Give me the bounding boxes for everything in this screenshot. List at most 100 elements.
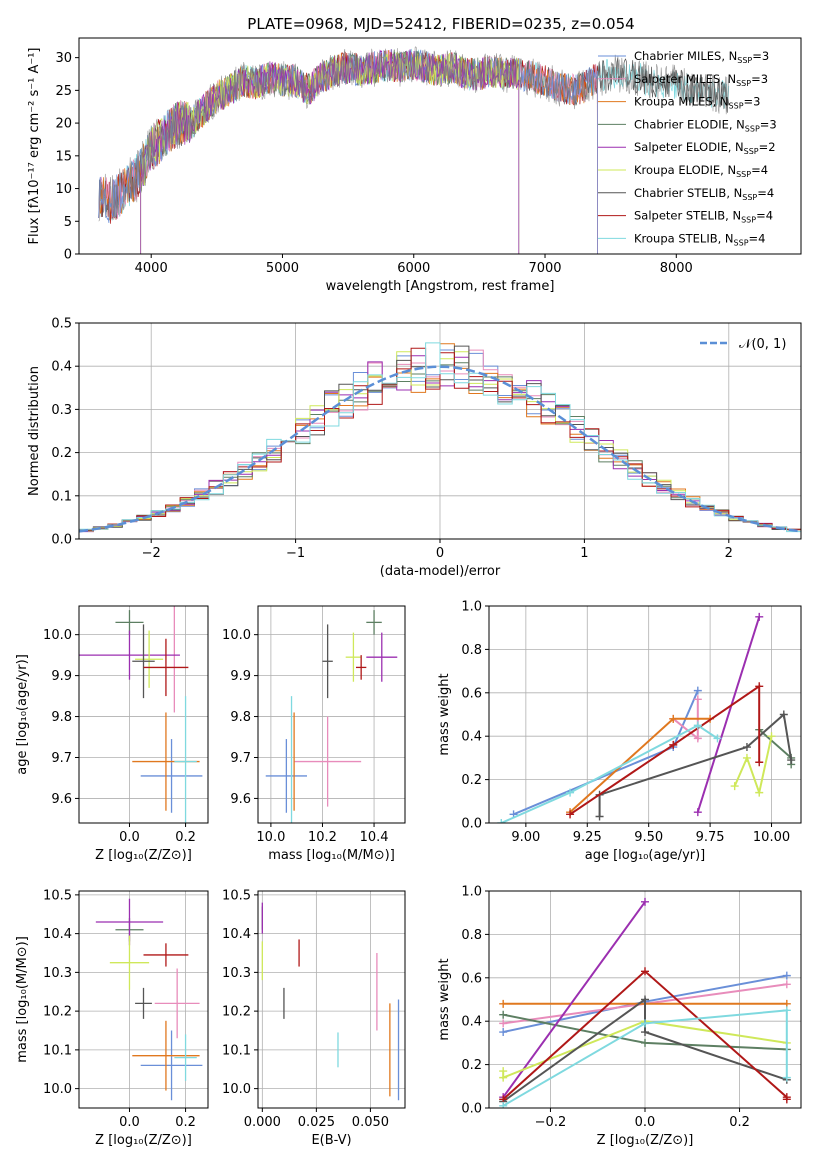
residuals-ytick-label: 0.2 [51, 446, 72, 461]
weight_vs_age-xlabel: age [log₁₀(age/yr)] [585, 848, 706, 863]
age_vs_Z-point-chabrier_stelib [132, 624, 155, 699]
residuals-xtick-label: −2 [142, 546, 161, 561]
weight_vs_Z-marker [782, 1073, 791, 1082]
legend-label: Kroupa ELODIE, NSSP=4 [634, 163, 768, 179]
mass_vs_ebv-xtick-label: 0.025 [298, 1115, 335, 1130]
age_vs_mass-ytick-label: 9.7 [230, 751, 251, 766]
mass_vs_Z-ytick-label: 10.3 [43, 966, 72, 981]
weight_vs_Z-marker [641, 1038, 649, 1047]
mass_vs_ebv-ytick-label: 10.0 [222, 1082, 251, 1097]
residuals-xtick-label: −1 [286, 546, 305, 561]
weight_vs_age-marker [693, 695, 702, 704]
weight_vs_age-marker [779, 710, 788, 719]
residual-histograms [79, 342, 801, 534]
age_vs_Z-xtick-label: 0.0 [119, 830, 140, 845]
mass_vs_Z-point-chabrier_stelib [135, 987, 152, 1019]
age_vs_mass-ytick-label: 10.0 [222, 628, 251, 643]
weight_vs_age-marker [755, 788, 764, 797]
spectrum-xtick-label: 7000 [528, 261, 561, 276]
weight_vs_age-marker [669, 740, 678, 749]
weight_vs_Z-ytick-label: 0.6 [461, 971, 482, 986]
weight_vs_Z-xtick-label: 0.2 [729, 1115, 750, 1130]
weight_vs_Z-frame [488, 890, 802, 1109]
weight_vs_Z-ytick-label: 0.8 [461, 928, 482, 943]
age_vs_mass-point-chabrier_stelib [322, 624, 333, 699]
age_vs_Z-errorbars [79, 606, 203, 823]
weight_vs_age-marker [693, 686, 702, 695]
weight_vs_age-xtick-label: 9.50 [634, 830, 663, 845]
age_vs_mass-xtick-label: 10.4 [360, 830, 389, 845]
spectrum-xtick-label: 8000 [660, 261, 693, 276]
weight_vs_Z-marker [782, 971, 791, 980]
weight_vs_Z-series-kroupa_stelib [502, 1009, 788, 1107]
weight_vs_age-xtick-label: 9.25 [573, 830, 602, 845]
residuals-ytick-label: 0.0 [51, 533, 72, 548]
mass_vs_Z-ytick-label: 10.1 [43, 1043, 72, 1058]
residuals-ytick-label: 0.1 [51, 489, 72, 504]
weight_vs_Z-marker [641, 967, 649, 976]
mass_vs_Z-xtick-label: 0.2 [175, 1115, 196, 1130]
mass_vs_Z-point-salpeter_miles [154, 968, 200, 1039]
legend-label: Chabrier STELIB, NSSP=4 [634, 186, 774, 202]
age_vs_mass-ytick-label: 9.6 [230, 792, 251, 807]
spectrum-xlabel: wavelength [Angstrom, rest frame] [326, 279, 555, 294]
legend-label-normal: 𝒩(0, 1) [739, 337, 786, 352]
age_vs_Z-ytick-label: 10.0 [43, 628, 72, 643]
legend-label: Kroupa STELIB, NSSP=4 [634, 231, 765, 247]
weight_vs_Z-marker [782, 1006, 791, 1015]
age_vs_mass-ytick-label: 9.9 [230, 669, 251, 684]
age_vs_mass-point-kroupa_elodie [345, 632, 362, 682]
weight_vs_age-marker [713, 734, 722, 743]
weight_vs_age-ytick-label: 0.2 [461, 773, 482, 788]
age_vs_Z-xlabel: Z [log₁₀(Z/Z⊙)] [95, 848, 192, 863]
weight_vs_age-series-salpeter_stelib [569, 684, 761, 816]
age_vs_Z-frame [78, 605, 209, 824]
weight_vs_age-marker [755, 612, 764, 621]
residuals-ytick-label: 0.3 [51, 403, 72, 418]
spectrum-ytick-label: 10 [55, 182, 72, 197]
mass_vs_Z-ytick-label: 10.0 [43, 1082, 72, 1097]
mass_vs_Z-ytick-label: 10.5 [43, 888, 72, 903]
mass_vs_Z-point-kroupa_stelib [174, 1034, 197, 1081]
mass_vs_Z-ytick-label: 10.4 [43, 927, 72, 942]
mass_vs_ebv-ytick-label: 10.5 [222, 888, 251, 903]
legend-label: Salpeter ELODIE, NSSP=2 [634, 140, 776, 156]
mass_vs_Z-ylabel: mass [log₁₀(M/M⊙)] [15, 936, 30, 1063]
weight_vs_age-series-salpeter_elodie [696, 616, 761, 813]
weight_vs_age-marker [693, 808, 702, 817]
mass_vs_ebv-errorbars [261, 902, 400, 1101]
weight_vs_Z-ytick-label: 0.4 [461, 1015, 482, 1030]
age_vs_Z-ytick-label: 9.9 [51, 669, 72, 684]
weight_vs_age-marker [497, 819, 506, 823]
mass_vs_Z-point-chabrier_miles [140, 1030, 203, 1101]
weight_vs_Z-marker [499, 1028, 508, 1037]
mass_vs_Z-frame [78, 890, 209, 1109]
weight_vs_age-frame [488, 605, 802, 824]
mass_vs_ebv-ytick-label: 10.2 [222, 1005, 251, 1020]
weight_vs_age-marker [693, 734, 702, 743]
age_vs_mass-xlabel: mass [log₁₀(M/M⊙)] [268, 848, 395, 863]
mass_vs_Z-errorbars [95, 898, 203, 1101]
mass_vs_ebv-xlabel: E(B-V) [311, 1133, 351, 1148]
spectrum-xtick-label: 4000 [135, 261, 168, 276]
weight_vs_age-marker [693, 721, 702, 730]
legend-label: Salpeter STELIB, NSSP=4 [634, 209, 773, 225]
legend-label: Chabrier MILES, NSSP=3 [634, 49, 769, 65]
weight_vs_Z-marker [499, 1101, 508, 1108]
spectrum-ytick-label: 20 [55, 117, 72, 132]
age_vs_Z-point-kroupa_elodie [135, 630, 164, 688]
weight_vs_age-xtick-label: 9.75 [696, 830, 725, 845]
weight_vs_age-xtick-label: 10.00 [753, 830, 790, 845]
weight_vs_age-ytick-label: 0.4 [461, 730, 482, 745]
age_vs_Z-point-salpeter_stelib [143, 638, 189, 697]
spectrum-title: PLATE=0968, MJD=52412, FIBERID=0235, z=0… [247, 15, 634, 33]
weight_vs_Z-marker [641, 1019, 649, 1028]
weight_vs_age-marker [742, 743, 751, 752]
weight_vs_age-lines [497, 612, 796, 823]
weight_vs_Z-series-salpeter_elodie [502, 901, 646, 1098]
spectrum-frame [78, 37, 802, 255]
spectrum-ytick-label: 0 [64, 248, 72, 263]
age_vs_mass-errorbars [265, 610, 398, 823]
weight_vs_Z-lines [499, 897, 791, 1108]
